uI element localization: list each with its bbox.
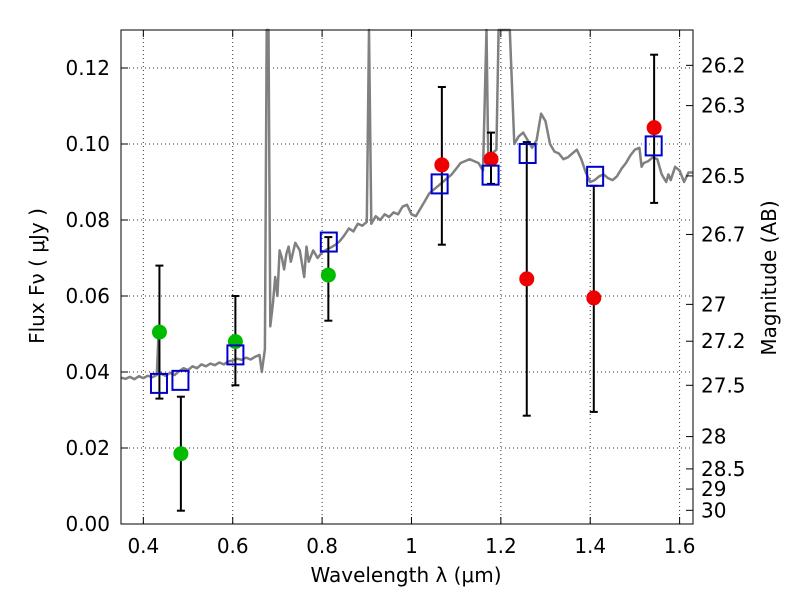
magnitude-tick-label: 30 bbox=[701, 498, 726, 522]
x-tick-label: 1.4 bbox=[574, 534, 606, 558]
y-tick-label: 0.04 bbox=[65, 360, 110, 384]
right-axis-label: Magnitude (AB) bbox=[757, 200, 781, 355]
grid-lines bbox=[121, 30, 693, 525]
model-square-marker bbox=[644, 135, 663, 157]
y-tick-label: 0.06 bbox=[65, 284, 110, 308]
magnitude-tick-label: 27.2 bbox=[701, 329, 746, 353]
model-square-marker bbox=[319, 231, 338, 253]
red-data-point bbox=[586, 290, 602, 306]
errorbar-layer bbox=[155, 53, 659, 512]
red-data-point bbox=[646, 120, 662, 136]
x-tick-label: 0.4 bbox=[127, 534, 159, 558]
magnitude-tick-label: 26.2 bbox=[701, 53, 746, 77]
spectrum-layer bbox=[120, 28, 693, 381]
tick-layer: 0.4 0.6 0.8 1 1.2 1.4 1.6 0.00 0.02 0.04 0.06 0.08 0… bbox=[65, 30, 746, 558]
red-data-point bbox=[519, 271, 535, 287]
model-square-marker bbox=[430, 173, 449, 195]
magnitude-tick-label: 28 bbox=[701, 425, 726, 449]
y-tick-label: 0.12 bbox=[65, 56, 110, 80]
x-tick-label: 1.2 bbox=[485, 534, 517, 558]
y-tick-label: 0.02 bbox=[65, 436, 110, 460]
green-data-point bbox=[173, 446, 189, 462]
spectrum-line bbox=[120, 28, 693, 381]
y-tick-label: 0.10 bbox=[65, 132, 110, 156]
green-data-point bbox=[227, 334, 243, 350]
model-square-marker bbox=[226, 344, 245, 366]
y-tick-label: 0.08 bbox=[65, 208, 110, 232]
x-tick-label: 1.6 bbox=[664, 534, 696, 558]
y-axis-label: Flux Fν ( μJy ) bbox=[25, 208, 49, 344]
point-layer bbox=[149, 120, 663, 462]
magnitude-tick-label: 28.5 bbox=[701, 457, 746, 481]
magnitude-tick-label: 27.5 bbox=[701, 373, 746, 397]
model-square-marker bbox=[171, 369, 190, 391]
magnitude-tick-label: 26.7 bbox=[701, 222, 746, 246]
x-tick-label: 1 bbox=[405, 534, 418, 558]
magnitude-tick-label: 26.5 bbox=[701, 164, 746, 188]
model-square-marker bbox=[149, 372, 168, 394]
model-square-marker bbox=[481, 164, 500, 186]
x-axis-label: Wavelength λ (μm) bbox=[310, 563, 501, 587]
green-data-point bbox=[320, 267, 336, 283]
x-tick-label: 0.6 bbox=[217, 534, 249, 558]
model-square-marker bbox=[586, 165, 605, 187]
red-data-point bbox=[434, 157, 450, 173]
green-data-point bbox=[151, 324, 167, 340]
y-tick-label: 0.00 bbox=[65, 512, 110, 536]
magnitude-tick-label: 27 bbox=[701, 292, 726, 316]
magnitude-tick-label: 26.3 bbox=[701, 94, 746, 118]
model-square-marker bbox=[518, 143, 537, 164]
red-data-point bbox=[483, 151, 499, 167]
plot-frame bbox=[120, 29, 694, 525]
magnitude-tick-label: 29 bbox=[701, 477, 726, 501]
x-tick-label: 0.8 bbox=[306, 534, 338, 558]
